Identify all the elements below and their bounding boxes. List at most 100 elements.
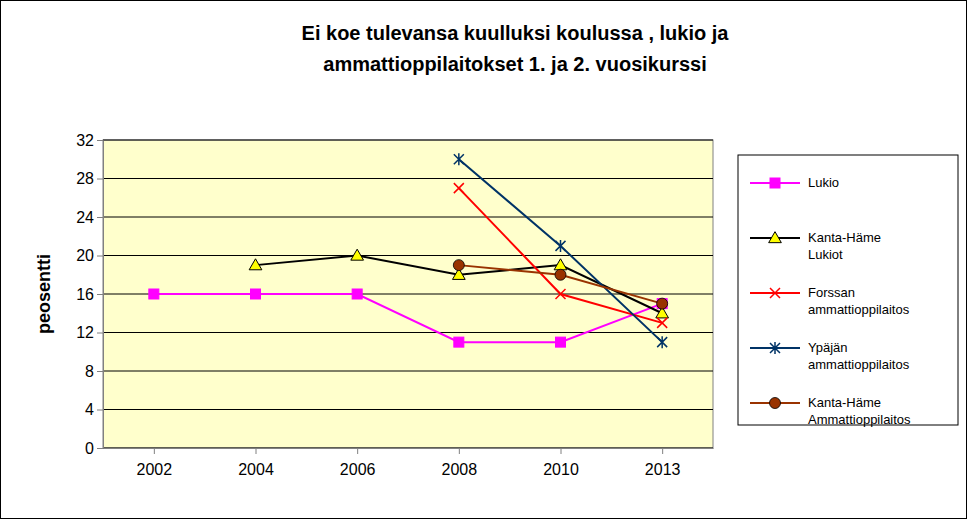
series (149, 289, 667, 347)
point (249, 259, 262, 270)
grid-line (103, 255, 713, 256)
chart-frame (1, 1, 967, 519)
x-tick-label: 2010 (543, 461, 579, 478)
y-tick-label: 8 (85, 363, 94, 380)
legend-label: Kanta-HämeAmmattioppilaitos (808, 395, 911, 427)
legend-entry: Kanta-HämeAmmattioppilaitos (750, 395, 911, 427)
point (454, 337, 464, 347)
series (453, 260, 667, 310)
x-axis-line (104, 448, 714, 449)
y-tick-mark (97, 179, 103, 180)
grid-line (103, 332, 713, 333)
y-tick-label: 20 (76, 247, 94, 264)
x-tick: 2013 (645, 448, 681, 478)
y-tick-mark (97, 333, 103, 334)
y-tick: 12 (76, 324, 103, 341)
y-tick-label: 12 (76, 324, 94, 341)
point (351, 249, 364, 260)
point (657, 299, 667, 309)
point (556, 240, 566, 252)
y-tick: 32 (76, 132, 103, 149)
x-axis: 2002 2004 2006 2008 2010 2013 (104, 448, 714, 478)
series (454, 183, 667, 328)
x-tick-label: 2002 (137, 461, 173, 478)
legend-box (738, 155, 958, 425)
point (453, 260, 464, 271)
point (556, 289, 566, 299)
point (352, 289, 362, 299)
legend-label: Kanta-HämeLukiot (808, 230, 881, 262)
grid (103, 140, 713, 448)
point (454, 153, 464, 165)
y-tick-mark (97, 448, 103, 449)
y-tick-mark (97, 294, 103, 295)
x-tick-mark (561, 448, 562, 454)
y-tick: 20 (76, 247, 103, 264)
y-tick-label: 16 (76, 286, 94, 303)
x-tick: 2008 (442, 448, 478, 478)
y-tick: 24 (76, 209, 103, 226)
legend-label: Forssanammattioppilaitos (808, 285, 910, 317)
x-tick: 2010 (543, 448, 579, 478)
y-axis-title: peosentti (34, 254, 54, 334)
x-tick-mark (154, 448, 155, 454)
grid-line (103, 178, 713, 179)
legend-marker (770, 178, 780, 188)
y-tick-mark (97, 217, 103, 218)
x-tick: 2004 (238, 448, 274, 478)
point (657, 318, 667, 328)
point (657, 298, 668, 309)
y-tick-mark (97, 140, 103, 141)
legend-label: Lukio (808, 175, 839, 190)
x-tick-label: 2013 (645, 461, 681, 478)
point (554, 259, 567, 270)
legend-entry: Lukio (750, 175, 839, 190)
y-tick-label: 0 (85, 440, 94, 457)
legend-marker (770, 288, 780, 298)
plot: 0 4 8 12 16 20 24 28 32 2002 2004 2006 2008 2010 2013 (76, 132, 713, 478)
y-tick: 16 (76, 286, 103, 303)
y-tick-mark (97, 371, 103, 372)
grid-line (103, 448, 713, 449)
x-tick-mark (662, 448, 663, 454)
series-line (459, 188, 662, 323)
legend-entry: Forssanammattioppilaitos (750, 285, 910, 317)
data-area (149, 153, 669, 348)
y-tick-label: 28 (76, 170, 94, 187)
legend-marker (769, 232, 782, 243)
legend-entry: Kanta-HämeLukiot (750, 230, 881, 262)
title: Ei koe tulevansa kuulluksi koulussa , lu… (302, 22, 730, 44)
plot-background (103, 140, 713, 448)
point (454, 183, 464, 193)
grid-line (103, 140, 713, 141)
chart: Ei koe tulevansa kuulluksi koulussa , lu… (0, 0, 967, 519)
y-tick: 28 (76, 170, 103, 187)
y-tick-label: 24 (76, 209, 94, 226)
x-tick-mark (357, 448, 358, 454)
y-tick: 8 (85, 363, 103, 380)
y-axis-line (103, 141, 104, 449)
point (251, 289, 261, 299)
y-tick-label: 4 (85, 401, 94, 418)
point (555, 269, 566, 280)
series-line (459, 159, 662, 342)
legend: Lukio Kanta-HämeLukiot Forssanammattioppil… (738, 155, 958, 427)
y-axis: 0 4 8 12 16 20 24 28 32 (76, 132, 103, 457)
x-tick-label: 2006 (340, 461, 376, 478)
point (556, 337, 566, 347)
title: ammattioppilaitokset 1. ja 2. vuosikurss… (323, 53, 706, 75)
y-tick-mark (97, 410, 103, 411)
title-group: Ei koe tulevansa kuulluksi koulussa , lu… (302, 22, 730, 75)
x-tick-mark (256, 448, 257, 454)
point (657, 336, 667, 348)
legend-entry: Ypäjänammattioppilaitos (750, 340, 910, 372)
legend-marker (770, 398, 781, 409)
x-tick-label: 2004 (238, 461, 274, 478)
series-line (459, 265, 662, 304)
y-tick-label: 32 (76, 132, 94, 149)
point (149, 289, 159, 299)
y-tick-mark (97, 256, 103, 257)
y-tick: 4 (85, 401, 103, 418)
x-tick-mark (459, 448, 460, 454)
grid-line (103, 409, 713, 410)
